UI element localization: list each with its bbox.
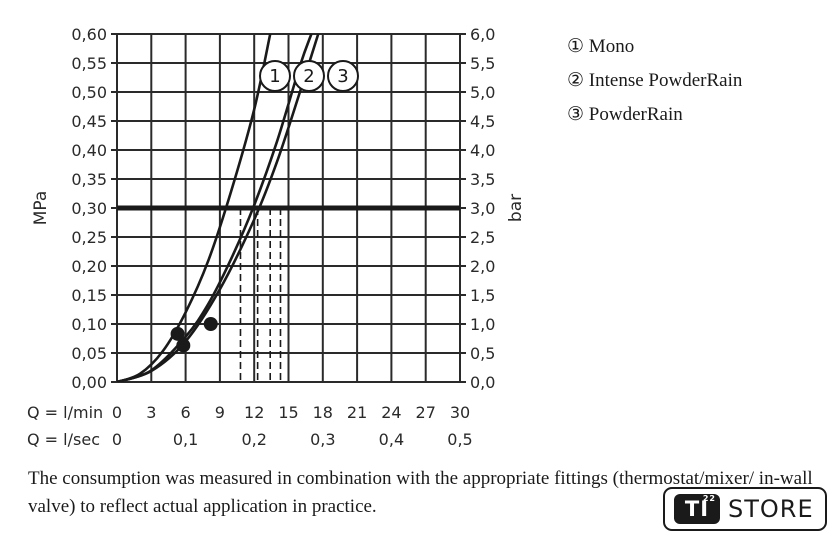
series-label-1: 1 <box>269 66 280 87</box>
series-line-3 <box>117 33 320 382</box>
pressure-flow-chart: 1 2 30,000,050,100,150,200,250,300,350,400… <box>27 25 526 449</box>
x-tick-label-primary: 30 <box>450 403 470 422</box>
y-tick-label-left: 0,05 <box>71 344 107 363</box>
x-tick-label-secondary: 0,5 <box>447 430 472 449</box>
y-tick-label-left: 0,35 <box>71 170 107 189</box>
y-tick-label-right: 2,5 <box>470 228 495 247</box>
y-tick-label-left: 0,30 <box>71 199 107 218</box>
x-tick-label-primary: 0 <box>112 403 122 422</box>
legend-symbol: ① <box>567 36 585 57</box>
y-axis-title-left: MPa <box>31 191 51 226</box>
legend-label: Intense PowderRain <box>588 70 743 91</box>
x-axis-primary-label: Q = l/min <box>27 403 103 422</box>
y-tick-label-left: 0,25 <box>71 228 107 247</box>
y-tick-label-right: 6,0 <box>470 25 495 44</box>
legend-symbol: ③ <box>567 104 585 125</box>
x-tick-label-primary: 24 <box>381 403 401 422</box>
y-tick-label-right: 3,0 <box>470 199 495 218</box>
x-tick-label-primary: 9 <box>215 403 225 422</box>
y-tick-label-left: 0,20 <box>71 257 107 276</box>
y-tick-label-right: 1,5 <box>470 286 495 305</box>
measurement-note: The consumption was measured in combinat… <box>28 468 813 517</box>
series-marker-1 <box>170 326 185 341</box>
series-marker-2 <box>203 317 218 331</box>
y-axis-title-right: bar <box>506 194 526 222</box>
y-tick-label-right: 4,0 <box>470 141 495 160</box>
series-line-2 <box>117 33 313 382</box>
logo-mark-superscript: 22 <box>702 494 716 503</box>
x-tick-label-secondary: 0,3 <box>310 430 335 449</box>
legend-item-powderrain: ③ PowderRain <box>567 98 742 132</box>
x-tick-label-secondary: 0,2 <box>241 430 266 449</box>
y-tick-label-right: 2,0 <box>470 257 495 276</box>
x-tick-label-primary: 18 <box>313 403 333 422</box>
legend-label: PowderRain <box>588 104 683 125</box>
x-tick-label-secondary: 0,1 <box>173 430 198 449</box>
logo-mark-text: TI <box>684 497 710 521</box>
x-tick-label-primary: 12 <box>244 403 264 422</box>
series-label-circle-2 <box>293 60 325 92</box>
legend: ① Mono ② Intense PowderRain ③ PowderRain <box>567 30 742 132</box>
y-tick-label-right: 1,0 <box>470 315 495 334</box>
y-tick-label-right: 5,0 <box>470 83 495 102</box>
x-tick-label-secondary: 0 <box>112 430 122 449</box>
y-tick-label-left: 0,45 <box>71 112 107 131</box>
series-label-circle-3 <box>327 60 359 92</box>
y-tick-label-left: 0,00 <box>71 373 107 392</box>
y-tick-label-left: 0,40 <box>71 141 107 160</box>
x-tick-label-primary: 6 <box>181 403 191 422</box>
series-line-1 <box>117 33 272 382</box>
y-tick-label-left: 0,55 <box>71 54 107 73</box>
y-tick-label-left: 0,10 <box>71 315 107 334</box>
legend-item-intense-powderrain: ② Intense PowderRain <box>567 64 742 98</box>
y-tick-label-left: 0,60 <box>71 25 107 44</box>
legend-symbol: ② <box>567 70 585 91</box>
series-label-3: 3 <box>337 66 348 87</box>
x-tick-label-primary: 27 <box>416 403 436 422</box>
y-tick-label-left: 0,15 <box>71 286 107 305</box>
y-tick-label-right: 0,5 <box>470 344 495 363</box>
logo-word: STORE <box>728 495 814 523</box>
x-tick-label-primary: 21 <box>347 403 367 422</box>
x-tick-label-primary: 15 <box>278 403 298 422</box>
logo-mark: TI 22 <box>674 494 720 524</box>
x-tick-label-primary: 3 <box>146 403 156 422</box>
series-label-2: 2 <box>303 66 314 87</box>
y-tick-label-right: 5,5 <box>470 54 495 73</box>
series-label-circle-1 <box>259 60 291 92</box>
x-axis-secondary-label: Q = l/sec <box>27 430 100 449</box>
legend-label: Mono <box>588 36 635 57</box>
y-tick-label-left: 0,50 <box>71 83 107 102</box>
y-tick-label-right: 4,5 <box>470 112 495 131</box>
legend-item-mono: ① Mono <box>567 30 742 64</box>
store-logo[interactable]: TI 22 STORE <box>663 487 827 531</box>
y-tick-label-right: 3,5 <box>470 170 495 189</box>
series-marker-3 <box>176 338 191 353</box>
y-tick-label-right: 0,0 <box>470 373 495 392</box>
x-tick-label-secondary: 0,4 <box>379 430 404 449</box>
